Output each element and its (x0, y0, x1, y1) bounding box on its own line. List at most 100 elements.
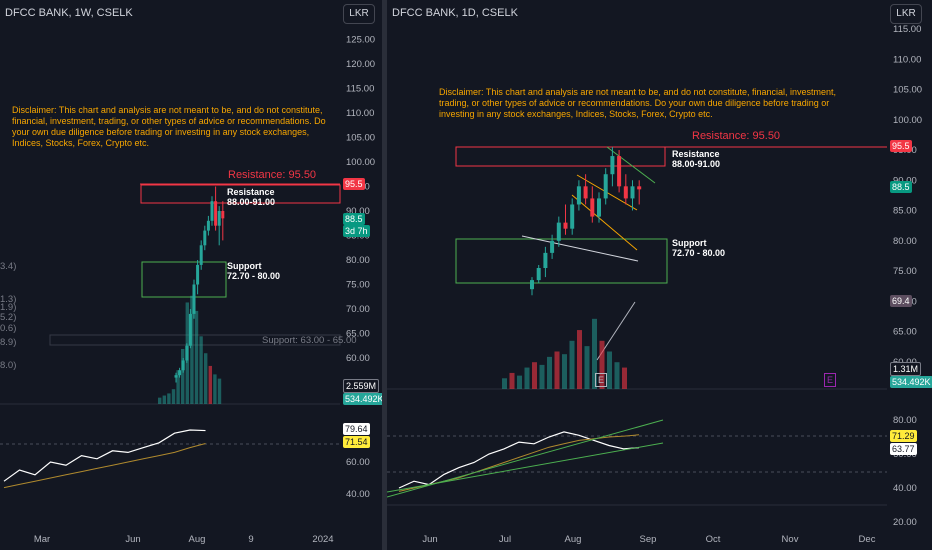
left-y-tick: 75.00 (346, 280, 370, 291)
right-resistance-label: Resistance: 95.50 (692, 130, 781, 142)
left-y-tick: 90.00 (346, 206, 370, 217)
right-currency-button[interactable]: LKR (890, 4, 922, 24)
left-edge-mark: 0.6) (0, 323, 16, 334)
left-candle-body (210, 201, 214, 221)
left-volume-bar (167, 393, 171, 404)
left-candle-body (181, 360, 185, 371)
left-volume-bar (217, 378, 222, 404)
right-y-tick: 85.00 (893, 206, 917, 217)
left-currency-button[interactable]: LKR (343, 4, 375, 24)
right-candle-body (590, 198, 595, 217)
left-x-tick: 9 (248, 534, 253, 545)
right-volume-bar (502, 378, 507, 389)
left-disclaimer: Disclaimer: This chart and analysis are … (12, 105, 326, 148)
right-x-tick: Oct (706, 534, 721, 545)
right-volume-tag: 1.31M (890, 362, 922, 376)
right-candle-body (583, 186, 588, 199)
left-candle-body (192, 284, 196, 314)
right-volume-bar (607, 351, 612, 389)
left-candle-body (203, 230, 207, 246)
left-support-line-label: Support: 63.00 - 65.00 (262, 335, 357, 346)
left-candle-body (196, 264, 200, 285)
right-x-tick: Sep (640, 534, 657, 545)
left-resistance-price-tag: 95.5 (343, 178, 365, 190)
right-candle-body (597, 198, 601, 217)
left-candle-body (221, 211, 225, 219)
left-rsi-line (3, 429, 206, 482)
left-volume-bar (204, 353, 208, 404)
left-chart-canvas[interactable]: 125.00120.00115.00110.00105.00100.0095.0… (0, 0, 382, 550)
right-y-tick: 80.00 (893, 236, 917, 247)
left-candle-body (178, 370, 182, 376)
left-candle-body (188, 313, 192, 346)
right-resistance-zone-label: Resistance 88.00-91.00 (672, 149, 721, 169)
right-volume-bar (569, 340, 575, 389)
left-edge-mark: 3.4) (0, 261, 16, 272)
left-x-tick: Mar (34, 534, 50, 545)
left-volume-bar (194, 310, 199, 404)
right-candle-body (556, 222, 561, 241)
right-chart-pane[interactable]: 115.00110.00105.00100.0095.0090.0085.008… (387, 0, 932, 550)
left-x-tick: Aug (189, 534, 206, 545)
pane-divider[interactable] (382, 0, 387, 550)
right-price-tag-2: 69.4 (890, 295, 912, 307)
right-candle-body (563, 222, 568, 229)
right-diagonal-line (521, 235, 639, 262)
right-volume-bar (539, 364, 545, 389)
right-rsi-tick: 80.00 (893, 415, 917, 426)
left-x-tick: 2024 (312, 534, 333, 545)
left-volume-bar (199, 336, 203, 404)
right-channel-bottom (571, 194, 638, 251)
right-earnings-marker-1[interactable]: E (595, 373, 607, 387)
left-countdown-tag: 3d 7h (343, 225, 370, 237)
right-rsi-trend-2 (387, 442, 664, 493)
right-x-tick: Jun (422, 534, 437, 545)
left-edge-mark: 8.0) (0, 360, 16, 371)
right-candle-body (570, 204, 575, 229)
left-rsi-ma-tag: 71.54 (343, 436, 370, 448)
left-candle-body (185, 345, 189, 361)
right-earnings-marker-2[interactable]: E (824, 373, 836, 387)
right-volume-bar (554, 351, 560, 389)
right-x-tick: Aug (565, 534, 582, 545)
right-volume-bar (509, 372, 515, 389)
right-x-tick: Jul (499, 534, 511, 545)
right-rsi-tick: 40.00 (893, 483, 917, 494)
right-rsi-tick: 20.00 (893, 517, 917, 528)
left-rsi-ma-line (3, 443, 206, 489)
right-channel-top (606, 146, 656, 184)
right-volume-bar (517, 375, 522, 389)
left-y-tick: 125.00 (346, 35, 375, 46)
right-support-zone-label: Support 72.70 - 80.00 (672, 238, 726, 258)
right-resistance-price-tag: 95.5 (890, 140, 912, 152)
right-volume-bar (622, 367, 627, 389)
right-y-tick: 115.00 (893, 24, 921, 35)
right-resistance-zone (455, 146, 666, 167)
left-y-tick: 105.00 (346, 133, 375, 144)
left-support-zone-label: Support 72.70 - 80.00 (227, 261, 281, 281)
left-candle-body (214, 201, 218, 226)
left-volume-bar (158, 397, 162, 404)
left-edge-mark: 1.9) (0, 302, 16, 313)
left-y-tick: 115.00 (346, 84, 374, 95)
right-candle-body (530, 280, 534, 290)
right-x-tick: Dec (859, 534, 876, 545)
left-y-tick: 110.00 (346, 108, 374, 119)
right-y-tick: 110.00 (893, 54, 921, 65)
left-chart-pane[interactable]: 125.00120.00115.00110.00105.00100.0095.0… (0, 0, 386, 550)
right-rsi-tag: 71.29 (890, 430, 917, 442)
right-y-tick: 100.00 (893, 115, 922, 126)
right-y-tick: 105.00 (893, 85, 922, 96)
right-volume-bar (584, 346, 590, 389)
right-volume-bar (524, 367, 530, 389)
left-volume-bar (213, 374, 217, 404)
left-edge-mark: 5.2) (0, 312, 16, 323)
left-rsi-tag: 79.64 (343, 423, 370, 435)
left-volume-bar (190, 295, 194, 404)
right-candle-body (543, 252, 548, 268)
left-candle-body (217, 211, 221, 226)
left-volume-bar (176, 370, 180, 404)
left-y-tick: 60.00 (346, 353, 370, 364)
left-resistance-label: Resistance: 95.50 (228, 169, 317, 181)
right-chart-canvas[interactable]: 115.00110.00105.00100.0095.0090.0085.008… (387, 0, 932, 550)
